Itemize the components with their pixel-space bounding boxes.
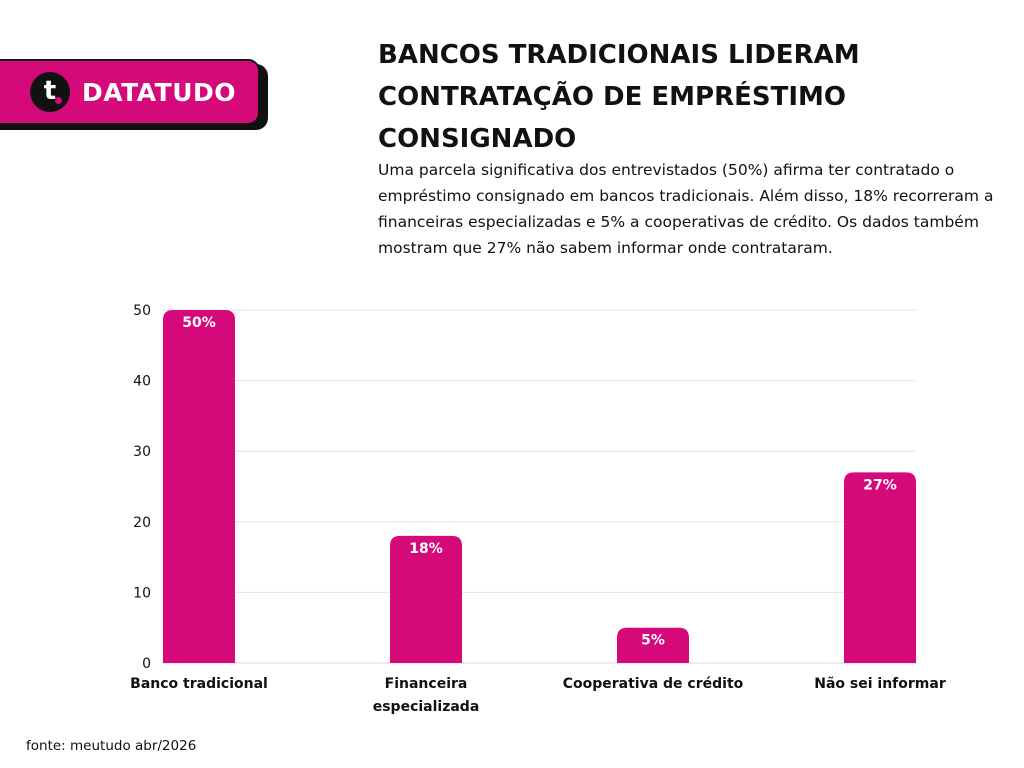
- y-tick-label: 30: [133, 444, 151, 460]
- datatudo-logo: t DATATUDO: [0, 59, 260, 125]
- source-note: fonte: meutudo abr/2026: [26, 738, 197, 754]
- bar-data-label: 27%: [863, 477, 897, 493]
- y-tick-label: 50: [133, 303, 151, 319]
- page-subtitle: Uma parcela significativa dos entrevista…: [378, 161, 994, 257]
- logo-mark-dot: [55, 97, 62, 104]
- y-tick-label: 40: [133, 374, 151, 390]
- x-category-label: Cooperativa de crédito: [563, 676, 744, 692]
- bar: [617, 627, 689, 663]
- page-title: BANCOS TRADICIONAIS LIDERAM CONTRATAÇÃO …: [378, 40, 860, 154]
- y-tick-label: 10: [133, 585, 151, 601]
- logo-mark-icon: t: [30, 72, 70, 112]
- bar: [390, 535, 462, 663]
- brand-name: DATATUDO: [82, 77, 237, 107]
- bar-data-label: 50%: [182, 315, 216, 331]
- x-category-label: Financeira: [385, 676, 468, 692]
- x-category-label: especializada: [373, 699, 480, 715]
- bar-data-label: 18%: [409, 541, 443, 557]
- bar: [163, 310, 235, 663]
- logo-mark-letter: t: [43, 76, 57, 106]
- x-category-label: Banco tradicional: [130, 676, 268, 692]
- bar-data-label: 5%: [641, 633, 665, 649]
- x-category-label: Não sei informar: [814, 676, 946, 692]
- y-tick-label: 20: [133, 515, 151, 531]
- bar: [844, 472, 916, 663]
- y-tick-label: 0: [142, 656, 151, 672]
